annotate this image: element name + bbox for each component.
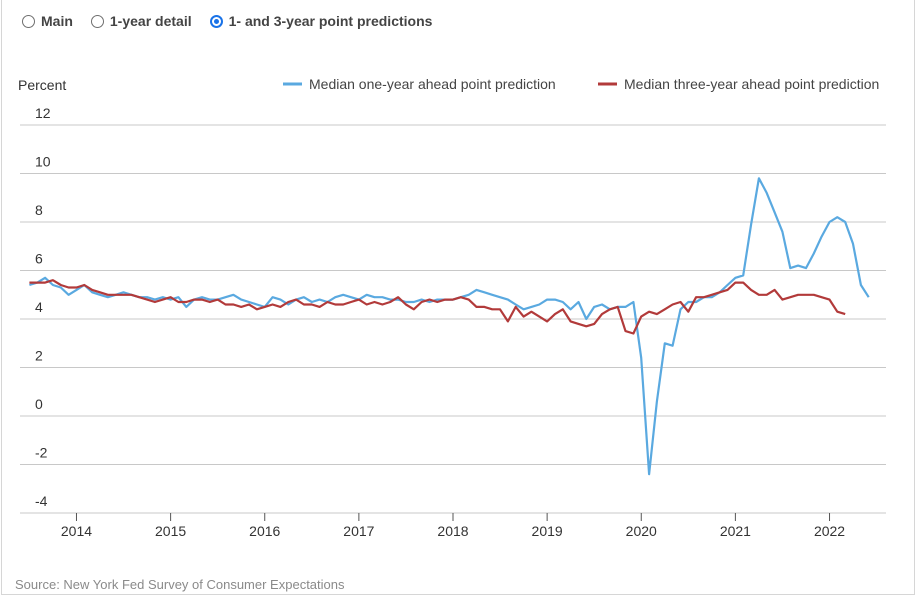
- x-tick-label: 2018: [437, 523, 468, 539]
- y-tick-label: 6: [35, 251, 43, 267]
- series-lines: [29, 177, 870, 476]
- x-tick-label: 2015: [155, 523, 186, 539]
- radio-1-year-detail[interactable]: 1-year detail: [90, 13, 192, 29]
- grid-lines: [20, 124, 886, 514]
- x-tick-label: 2016: [249, 523, 280, 539]
- source-note: Source: New York Fed Survey of Consumer …: [15, 577, 345, 592]
- y-tick-label: 12: [35, 105, 51, 121]
- radio-point-predictions-label[interactable]: 1- and 3-year point predictions: [228, 13, 433, 29]
- x-tick-label: 2019: [532, 523, 563, 539]
- x-tick-label: 2022: [814, 523, 845, 539]
- x-tick-label: 2017: [343, 523, 374, 539]
- view-selector: Main 1-year detail 1- and 3-year point p…: [22, 13, 432, 29]
- y-tick-label: -2: [35, 445, 48, 461]
- y-tick-label: 4: [35, 299, 43, 315]
- legend: Median one-year ahead point prediction M…: [283, 76, 879, 92]
- y-tick-label: 0: [35, 396, 43, 412]
- radio-1-year-detail-circle[interactable]: [90, 14, 104, 28]
- x-tick-label: 2021: [720, 523, 751, 539]
- radio-1-year-detail-label[interactable]: 1-year detail: [109, 13, 192, 29]
- y-tick-label: 10: [35, 154, 51, 170]
- legend-label-three-year[interactable]: Median three-year ahead point prediction: [624, 76, 879, 92]
- legend-label-one-year[interactable]: Median one-year ahead point prediction: [309, 76, 556, 92]
- series-line-one-year[interactable]: [29, 177, 870, 476]
- radio-point-predictions[interactable]: 1- and 3-year point predictions: [209, 13, 433, 29]
- radio-main-circle[interactable]: [22, 14, 35, 28]
- y-tick-label: 2: [35, 348, 43, 364]
- y-tick-label: 8: [35, 202, 43, 218]
- x-tick-label: 2014: [61, 523, 92, 539]
- radio-main[interactable]: Main: [22, 13, 73, 29]
- x-tick-label: 2020: [626, 523, 657, 539]
- radio-point-predictions-circle[interactable]: [209, 14, 223, 28]
- y-axis-title: Percent: [18, 77, 66, 93]
- y-tick-label: -4: [35, 493, 48, 509]
- x-axis-ticks: 2014 2015 2016 2017 2018 2019 2020 2021 2022: [61, 513, 845, 539]
- radio-main-label[interactable]: Main: [41, 13, 73, 29]
- series-line-three-year[interactable]: [29, 279, 846, 335]
- y-axis-ticks: 12 10 8 6 4 2 0 -2 -4: [35, 105, 51, 509]
